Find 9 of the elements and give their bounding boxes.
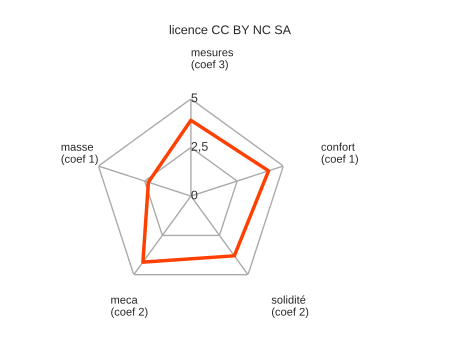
y-tick-label: 0 xyxy=(191,190,198,200)
spoke-label: confort (coef 1) xyxy=(321,142,358,165)
spoke-label: meca (coef 2) xyxy=(111,298,148,318)
y-tick-label: 5 xyxy=(191,94,198,102)
y-tick-label: 2,5 xyxy=(192,142,208,152)
spoke-label: mesures (coef 3) xyxy=(192,50,234,70)
spoke-label: solidité (coef 2) xyxy=(272,295,308,318)
spoke-label: masse (coef 1) xyxy=(62,144,98,165)
chart-title: licence CC BY NC SA xyxy=(170,25,291,34)
